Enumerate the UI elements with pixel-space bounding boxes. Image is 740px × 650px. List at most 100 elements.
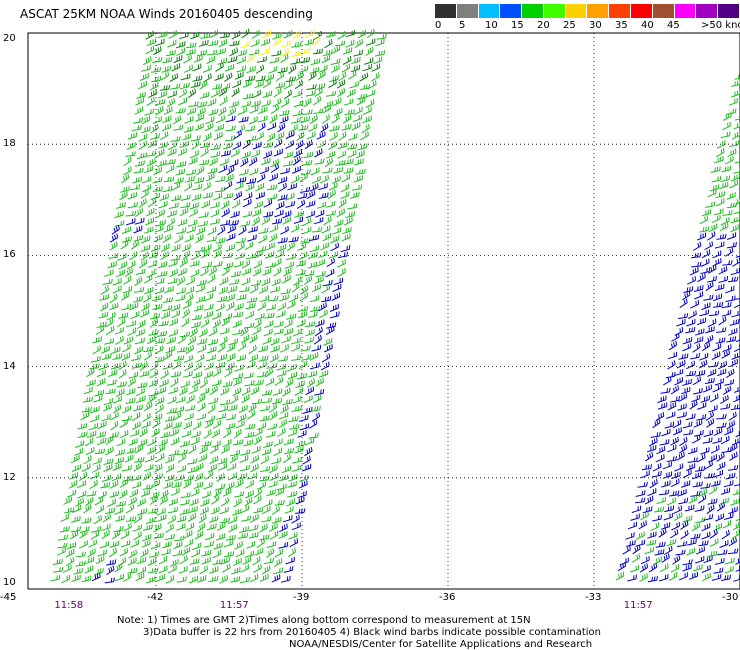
wind-barb (672, 419, 682, 429)
wind-barb (165, 455, 175, 464)
wind-barb (180, 73, 191, 81)
wind-barb (193, 362, 202, 372)
wind-barb (176, 523, 186, 531)
wind-barb (311, 412, 321, 422)
wind-barb (138, 198, 147, 208)
wind-barb (724, 566, 734, 574)
wind-barb (74, 440, 85, 448)
wind-barb (119, 191, 128, 201)
wind-barb (264, 312, 275, 319)
wind-barb (729, 443, 738, 453)
wind-barb (247, 409, 256, 420)
wind-barb (666, 538, 677, 547)
wind-barb (666, 456, 677, 462)
wind-barb (127, 557, 137, 566)
wind-barb (204, 122, 214, 132)
wind-barb (285, 130, 295, 139)
wind-barb (670, 478, 680, 488)
wind-barb (131, 354, 141, 362)
wind-barb (705, 281, 714, 292)
wind-barb (263, 199, 273, 208)
wind-barb (733, 122, 740, 130)
wind-barb (82, 396, 94, 403)
wind-barb (157, 514, 167, 522)
wind-barb (196, 413, 207, 421)
wind-barb (187, 466, 198, 474)
wind-barb (246, 540, 256, 549)
wind-barb (139, 370, 150, 377)
wind-barb (168, 141, 177, 150)
wind-barb (716, 327, 727, 333)
wind-barb (297, 306, 309, 312)
wind-barb (147, 557, 157, 566)
wind-barb (712, 293, 722, 302)
wind-barb (672, 555, 681, 565)
wind-barb (283, 327, 293, 336)
wind-barb (326, 322, 337, 329)
wind-barb (677, 488, 687, 497)
wind-barb (696, 546, 705, 555)
wind-barb (365, 99, 375, 108)
wind-barb (229, 159, 239, 168)
wind-barb (716, 452, 725, 462)
wind-barb (121, 303, 132, 311)
wind-barb (288, 474, 298, 482)
wind-barb (118, 369, 127, 379)
wind-barb (210, 506, 220, 515)
wind-barb (235, 237, 246, 244)
wind-barb (729, 319, 740, 326)
wind-barb (226, 463, 237, 471)
wind-barb (211, 379, 222, 387)
wind-barb (241, 100, 251, 108)
wind-barb (696, 317, 707, 326)
wind-barb (233, 498, 242, 508)
wind-barb (152, 46, 162, 56)
wind-barb (203, 429, 212, 439)
wind-barb (365, 38, 376, 46)
wind-barb (321, 353, 331, 363)
wind-barb (275, 487, 285, 497)
wind-barb (122, 343, 131, 353)
latitude-label: 12 (3, 471, 16, 483)
wind-barb (147, 507, 159, 514)
wind-barb (144, 286, 154, 295)
wind-barb (109, 490, 119, 498)
wind-barb (170, 83, 181, 90)
wind-barb (132, 117, 144, 124)
wind-barb (111, 473, 121, 482)
wind-barb (276, 363, 287, 371)
wind-barb (222, 313, 233, 321)
pass-time-label: 11:58 (54, 600, 84, 611)
wind-barb (232, 377, 242, 387)
wind-barb (134, 106, 144, 115)
wind-barb (708, 485, 718, 495)
wind-barb (140, 302, 150, 312)
wind-barb (237, 532, 249, 539)
wind-barb (635, 539, 646, 547)
wind-barb (212, 83, 223, 90)
wind-barb (667, 444, 677, 453)
wind-barb (659, 439, 670, 446)
wind-barb (720, 435, 730, 445)
wind-barb (698, 359, 708, 369)
wind-barb (209, 29, 219, 38)
wind-barb (123, 275, 132, 285)
wind-barb (125, 504, 135, 514)
wind-barb (241, 386, 251, 396)
wind-barb (133, 531, 142, 541)
wind-barb (170, 371, 182, 378)
wind-barb (130, 239, 140, 250)
wind-barb (217, 353, 227, 362)
wind-barb (120, 239, 129, 250)
wind-barb (671, 521, 681, 531)
wind-barb (329, 125, 340, 132)
wind-barb (162, 233, 172, 243)
wind-barb (295, 440, 305, 448)
wind-barb (133, 295, 143, 303)
wind-barb (153, 234, 163, 243)
wind-barb (127, 567, 138, 574)
wind-barb (714, 557, 725, 565)
wind-barb (265, 377, 275, 387)
legend-swatch (543, 4, 566, 18)
